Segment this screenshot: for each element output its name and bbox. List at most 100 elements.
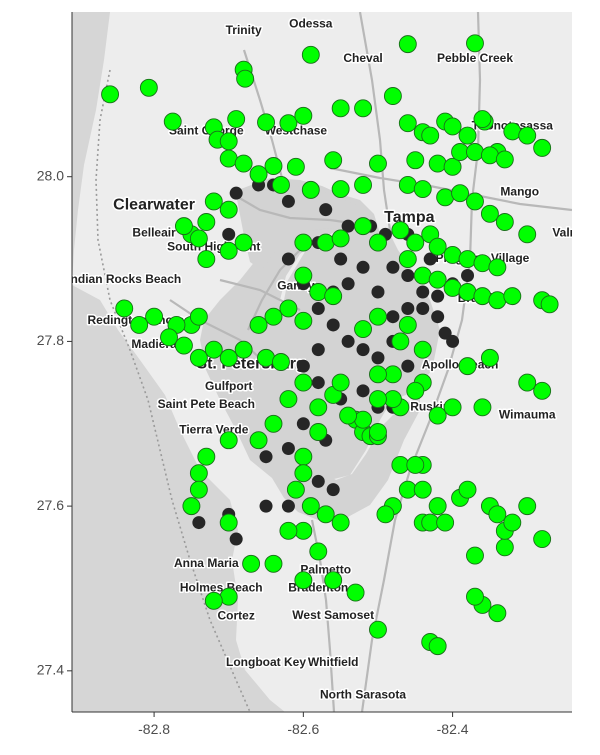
x-axis-ticks: -82.8 -82.6 -82.4 bbox=[138, 712, 469, 737]
dark-point bbox=[438, 326, 452, 340]
green-point bbox=[369, 307, 387, 326]
green-point bbox=[369, 154, 387, 173]
green-point bbox=[354, 410, 372, 429]
green-point bbox=[331, 373, 350, 392]
green-point bbox=[473, 110, 492, 129]
place-label-belleair: Belleair bbox=[132, 226, 176, 240]
green-point bbox=[458, 480, 477, 499]
place-label-west-samoset: West Samoset bbox=[292, 608, 374, 622]
dark-point bbox=[311, 474, 325, 488]
green-point bbox=[236, 69, 255, 88]
green-point bbox=[458, 357, 477, 376]
dark-point bbox=[401, 359, 415, 373]
green-point bbox=[503, 287, 522, 306]
dark-point bbox=[416, 285, 430, 299]
green-point bbox=[204, 192, 223, 211]
green-point bbox=[331, 513, 350, 532]
green-point bbox=[413, 266, 432, 285]
green-point bbox=[354, 175, 372, 194]
green-point bbox=[473, 287, 492, 306]
green-point bbox=[301, 180, 320, 199]
green-point bbox=[436, 188, 455, 207]
green-point bbox=[294, 521, 313, 540]
dark-point bbox=[281, 499, 295, 513]
green-point bbox=[354, 99, 372, 118]
green-point bbox=[242, 554, 261, 573]
green-point bbox=[219, 513, 238, 532]
green-point bbox=[249, 165, 268, 184]
green-point bbox=[272, 353, 290, 371]
dark-point bbox=[281, 194, 295, 208]
green-point bbox=[219, 149, 238, 168]
green-point bbox=[480, 204, 499, 223]
green-point bbox=[398, 114, 417, 133]
dark-point bbox=[319, 203, 333, 217]
green-point bbox=[383, 365, 402, 384]
place-label-trinity: Trinity bbox=[226, 23, 262, 37]
green-point bbox=[406, 151, 425, 170]
green-point bbox=[219, 132, 238, 151]
green-point bbox=[480, 348, 499, 367]
green-point bbox=[339, 406, 358, 425]
green-point bbox=[279, 114, 298, 133]
green-point bbox=[286, 157, 305, 176]
green-point bbox=[294, 571, 313, 590]
green-point bbox=[533, 530, 552, 549]
green-point bbox=[398, 250, 417, 269]
dark-point bbox=[416, 301, 430, 315]
green-point bbox=[197, 447, 216, 466]
green-point bbox=[518, 497, 537, 516]
green-point bbox=[309, 283, 328, 301]
dark-point bbox=[386, 310, 400, 324]
green-point bbox=[219, 587, 238, 606]
place-label-gulfport: Gulfport bbox=[205, 379, 252, 393]
green-point bbox=[257, 113, 275, 132]
place-label-odessa: Odessa bbox=[289, 17, 333, 31]
green-point bbox=[413, 480, 432, 499]
green-point bbox=[272, 175, 290, 194]
green-point bbox=[383, 390, 402, 409]
green-point bbox=[443, 398, 462, 417]
green-point bbox=[540, 295, 559, 314]
place-label-whitfield: Whitfield bbox=[308, 655, 359, 669]
green-point bbox=[503, 513, 522, 532]
green-point bbox=[518, 225, 537, 244]
green-point bbox=[473, 254, 492, 273]
green-point bbox=[369, 233, 387, 252]
green-point bbox=[331, 229, 350, 248]
green-point bbox=[488, 604, 507, 623]
dark-point bbox=[326, 318, 340, 332]
place-label-cortez: Cortez bbox=[218, 609, 255, 623]
green-point bbox=[369, 365, 387, 384]
dark-point bbox=[341, 277, 355, 291]
green-point bbox=[316, 505, 335, 524]
coastal-boundary bbox=[95, 69, 251, 712]
green-point bbox=[219, 348, 238, 367]
green-point bbox=[249, 431, 268, 450]
green-point bbox=[163, 112, 182, 131]
dark-point bbox=[356, 343, 370, 357]
green-point bbox=[451, 143, 470, 161]
green-point bbox=[421, 513, 440, 532]
green-point bbox=[101, 85, 120, 104]
green-point bbox=[316, 233, 335, 252]
dark-point bbox=[229, 186, 243, 200]
dark-point bbox=[281, 441, 295, 455]
green-point bbox=[458, 283, 477, 301]
dark-point bbox=[222, 227, 236, 241]
green-point bbox=[324, 151, 343, 170]
green-point bbox=[421, 126, 440, 145]
place-label-longboat-key: Longboat Key bbox=[226, 655, 306, 669]
dark-point bbox=[229, 532, 243, 546]
green-point bbox=[413, 340, 432, 359]
dark-point bbox=[281, 252, 295, 266]
green-point bbox=[466, 34, 484, 53]
green-point bbox=[309, 398, 328, 417]
dark-point bbox=[311, 343, 325, 357]
green-point bbox=[383, 87, 402, 105]
green-point bbox=[331, 180, 350, 199]
dark-point bbox=[461, 269, 475, 283]
